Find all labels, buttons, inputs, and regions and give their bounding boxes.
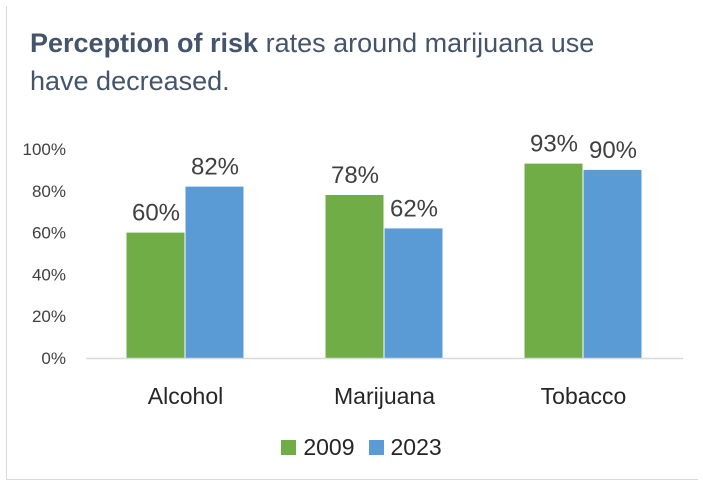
legend-label-2023: 2023 (390, 434, 442, 460)
bar-alcohol-2009 (126, 232, 185, 358)
y-tick-label: 40% (32, 265, 66, 284)
x-category-label-marijuana: Marijuana (334, 383, 435, 409)
chart-title: Perception of risk rates around marijuan… (30, 24, 630, 100)
y-tick-label: 60% (32, 224, 66, 243)
chart-title-rest: rates around marijuana use have decrease… (30, 28, 595, 96)
bar-marijuana-2009 (325, 194, 384, 358)
data-label-marijuana-2023: 62% (390, 195, 438, 222)
legend-item-2009: 2009 (281, 434, 355, 461)
y-tick-label: 0% (41, 349, 66, 368)
y-tick-label: 80% (32, 182, 66, 201)
x-category-label-tobacco: Tobacco (541, 383, 627, 409)
data-label-marijuana-2009: 78% (331, 162, 379, 189)
chart-frame (6, 6, 698, 480)
y-tick-label: 20% (32, 307, 66, 326)
data-label-tobacco-2023: 90% (589, 137, 637, 164)
bar-tobacco-2009 (524, 163, 583, 358)
chart-title-bold: Perception of risk (30, 28, 259, 58)
legend-swatch-2023 (368, 440, 384, 455)
data-label-alcohol-2023: 82% (191, 154, 239, 181)
data-label-alcohol-2009: 60% (132, 200, 180, 227)
legend: 2009 2023 (0, 434, 703, 461)
data-label-tobacco-2009: 93% (530, 131, 578, 158)
legend-label-2009: 2009 (303, 434, 355, 460)
legend-item-2023: 2023 (368, 434, 442, 461)
legend-swatch-2009 (281, 440, 297, 455)
bar-alcohol-2023 (185, 186, 244, 358)
bar-tobacco-2023 (583, 169, 642, 358)
y-tick-label: 100% (23, 140, 66, 159)
x-category-label-alcohol: Alcohol (148, 383, 223, 409)
bar-marijuana-2023 (384, 228, 443, 358)
